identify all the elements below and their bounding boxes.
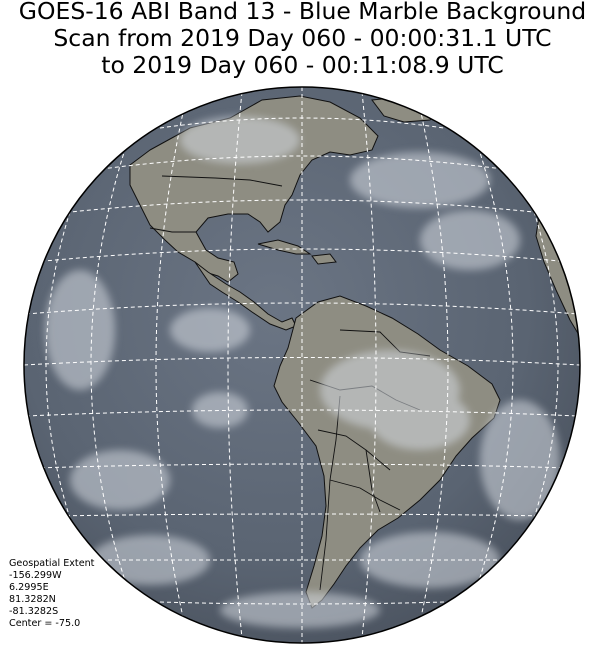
landmass-central-america [194, 261, 297, 331]
extent-north: 81.3282N [9, 594, 56, 605]
landmass-hispaniola [311, 253, 337, 265]
globe-outline [23, 86, 581, 644]
extent-west: -156.299W [9, 570, 62, 581]
extent-center: Center = -75.0 [9, 618, 81, 629]
figure-title-line-1: GOES-16 ABI Band 13 - Blue Marble Backgr… [18, 0, 587, 25]
longitude-grid [45, 87, 559, 643]
landmass-cuba [257, 239, 312, 255]
figure-title-line-3: to 2019 Day 060 - 00:11:08.9 UTC [101, 51, 504, 79]
figure-title-line-2: Scan from 2019 Day 060 - 00:00:31.1 UTC [53, 24, 552, 52]
extent-heading: Geospatial Extent [9, 558, 95, 569]
extent-south: -81.3282S [9, 606, 59, 617]
extent-east: 6.2995E [9, 582, 49, 593]
